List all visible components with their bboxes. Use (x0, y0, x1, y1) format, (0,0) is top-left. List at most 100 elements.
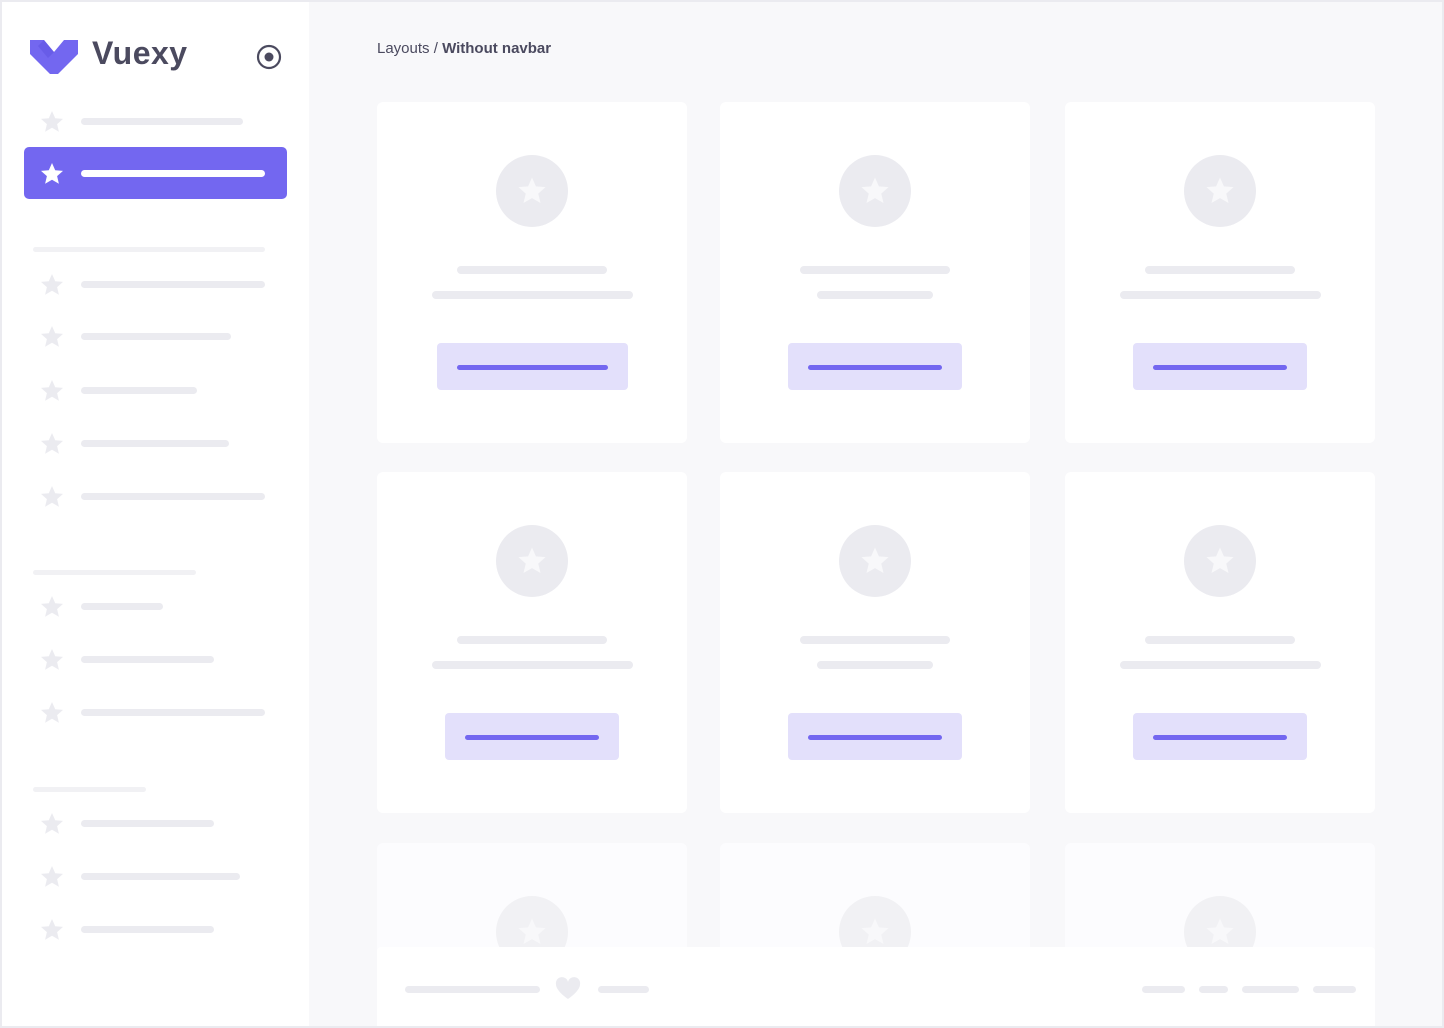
sidebar-item-label (81, 281, 265, 288)
star-icon (518, 547, 546, 574)
star-icon (41, 919, 63, 940)
sidebar-item[interactable] (2, 810, 302, 838)
sidebar-item-label (81, 926, 214, 933)
card-button-label (465, 735, 599, 740)
card-subtitle (817, 661, 933, 669)
star-icon (41, 326, 63, 347)
footer-link[interactable] (1199, 986, 1228, 993)
card-avatar (839, 155, 911, 227)
card-subtitle (431, 661, 633, 669)
sidebar-item[interactable] (2, 916, 302, 944)
card-subtitle (1119, 661, 1321, 669)
radio-circle-icon[interactable] (256, 44, 282, 70)
breadcrumb: Layouts / Without navbar (377, 40, 551, 57)
card-avatar (496, 525, 568, 597)
footer-author (598, 986, 649, 993)
star-icon (41, 813, 63, 834)
vuexy-logo-icon (30, 40, 78, 74)
sidebar-item[interactable] (2, 323, 302, 351)
star-icon (41, 596, 63, 617)
card-title (800, 266, 950, 274)
sidebar-item[interactable] (2, 863, 302, 891)
sidebar-item[interactable] (2, 108, 302, 136)
card-button-label (1153, 365, 1287, 370)
card-avatar (1184, 155, 1256, 227)
star-icon (41, 274, 63, 295)
star-icon (861, 177, 889, 204)
sidebar-item-label (81, 118, 243, 125)
footer-link[interactable] (1242, 986, 1299, 993)
card-button-label (808, 735, 942, 740)
sidebar-item[interactable] (2, 646, 302, 674)
card-subtitle (431, 291, 633, 299)
sidebar: Vuexy (2, 2, 309, 1026)
card-subtitle (1119, 291, 1321, 299)
sidebar-section-divider (33, 787, 146, 792)
card (377, 472, 687, 813)
sidebar-item-label (81, 333, 231, 340)
card (1065, 472, 1375, 813)
sidebar-item[interactable] (2, 271, 302, 299)
sidebar-item[interactable] (2, 430, 302, 458)
sidebar-item-label (81, 873, 240, 880)
card-title (1145, 266, 1295, 274)
star-icon (518, 918, 546, 945)
star-icon (41, 702, 63, 723)
sidebar-item-label (81, 709, 265, 716)
card (377, 102, 687, 443)
star-icon (41, 486, 63, 507)
footer (377, 947, 1375, 1026)
card-button-label (1153, 735, 1287, 740)
star-icon (41, 380, 63, 401)
star-icon (861, 918, 889, 945)
card-button[interactable] (788, 343, 962, 390)
star-icon (41, 433, 63, 454)
sidebar-item[interactable] (2, 483, 302, 511)
sidebar-item-label (81, 656, 214, 663)
brand-name: Vuexy (92, 35, 188, 71)
card-title (1145, 636, 1295, 644)
star-icon (518, 177, 546, 204)
star-icon (41, 111, 63, 132)
footer-link[interactable] (1142, 986, 1185, 993)
card-button[interactable] (1133, 343, 1307, 390)
star-icon (1206, 918, 1234, 945)
sidebar-section-divider (33, 570, 196, 575)
card (720, 472, 1030, 813)
card-button-label (808, 365, 942, 370)
footer-link[interactable] (1313, 986, 1356, 993)
sidebar-section-divider (33, 247, 265, 252)
card-button[interactable] (1133, 713, 1307, 760)
breadcrumb-parent[interactable]: Layouts (377, 40, 430, 57)
star-icon (41, 163, 63, 184)
card-title (800, 636, 950, 644)
sidebar-item-label (81, 493, 265, 500)
card-avatar (839, 525, 911, 597)
sidebar-item[interactable] (2, 377, 302, 405)
card-subtitle (817, 291, 933, 299)
sidebar-item[interactable] (2, 593, 302, 621)
card-button[interactable] (788, 713, 962, 760)
card-button-label (456, 365, 608, 370)
card-title (457, 266, 607, 274)
star-icon (1206, 547, 1234, 574)
card-title (457, 636, 607, 644)
sidebar-item[interactable] (2, 160, 302, 188)
card-avatar (1184, 525, 1256, 597)
card-button[interactable] (445, 713, 619, 760)
star-icon (41, 649, 63, 670)
card-button[interactable] (436, 343, 628, 390)
card (1065, 102, 1375, 443)
star-icon (41, 866, 63, 887)
star-icon (1206, 177, 1234, 204)
sidebar-item-label (81, 820, 214, 827)
sidebar-item-label (81, 170, 265, 177)
sidebar-item-label (81, 440, 229, 447)
sidebar-item-label (81, 387, 197, 394)
footer-copyright (405, 986, 540, 993)
star-icon (861, 547, 889, 574)
sidebar-item[interactable] (2, 699, 302, 727)
sidebar-item-label (81, 603, 163, 610)
card (720, 102, 1030, 443)
